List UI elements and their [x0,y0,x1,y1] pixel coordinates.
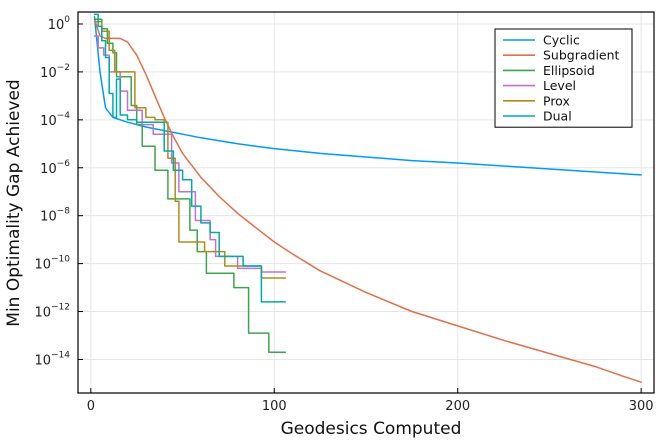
legend-label-prox: Prox [543,93,570,108]
x-tick-label: 0 [87,399,95,414]
axis-ticks: 0 100 200 300 100 10−2 10−4 10−6 10−8 10−10 10−12 1… [34,15,653,414]
y-tick-label: 10−2 [40,63,70,81]
series-line-prox [93,20,287,279]
legend-label-ellipsoid: Ellipsoid [543,63,595,78]
y-tick-label: 10−14 [34,350,70,368]
y-tick-label: 100 [48,15,71,33]
series-line-dual [93,13,287,303]
y-tick-label: 10−4 [40,111,70,129]
plot-frame [77,11,655,394]
y-tick-label: 10−8 [40,207,70,225]
y-axis-title: Min Optimality Gap Achieved [4,79,24,326]
y-tick-label: 10−10 [34,255,70,273]
legend-label-cyclic: Cyclic [543,33,580,48]
series-lines [93,13,642,383]
x-tick-label: 300 [629,399,654,414]
grid-lines [78,12,654,393]
legend-label-subgradient: Subgradient [543,48,620,63]
x-axis-title: Geodesics Computed [281,419,462,439]
y-tick-label: 10−12 [34,303,70,321]
y-tick-label: 10−6 [40,159,70,177]
x-tick-label: 100 [262,399,287,414]
legend-box [494,28,633,128]
legend-label-dual: Dual [543,109,572,124]
series-line-cyclic [93,16,642,176]
series-line-subgradient [93,18,642,383]
series-line-ellipsoid [93,18,287,354]
legend-label-level: Level [543,78,576,93]
x-tick-label: 200 [445,399,470,414]
